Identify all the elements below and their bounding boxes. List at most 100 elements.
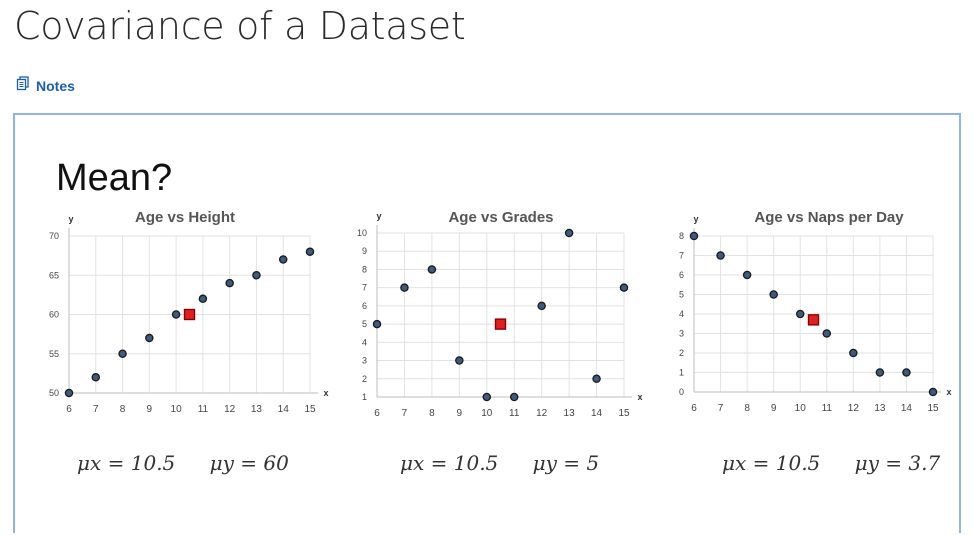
mean-x-label: μx = 10.5 bbox=[400, 451, 499, 475]
mean-formula-age-grades: μx = 10.5 μy = 5 bbox=[400, 451, 627, 475]
data-point bbox=[564, 228, 574, 238]
data-point bbox=[427, 265, 437, 274]
notes-document-icon bbox=[16, 76, 30, 96]
y-tick-label: 4 bbox=[679, 309, 684, 319]
y-tick-label: 10 bbox=[357, 228, 367, 238]
data-point bbox=[902, 368, 911, 377]
y-tick-label: 1 bbox=[362, 392, 367, 402]
data-point bbox=[795, 309, 805, 319]
chart-title: Age vs Naps per Day bbox=[754, 209, 904, 226]
x-tick-label: 11 bbox=[822, 403, 833, 414]
slide-frame: Mean? Age vs Height y x 6 7 8 9 10 11 12 13 14 15 50 5… bbox=[13, 113, 961, 533]
data-point bbox=[689, 231, 699, 241]
y-tick-label: 70 bbox=[49, 231, 59, 241]
y-tick-label: 3 bbox=[679, 329, 684, 339]
x-tick-label: 10 bbox=[171, 404, 183, 415]
data-point bbox=[455, 356, 464, 365]
y-tick-label: 1 bbox=[679, 368, 684, 378]
y-tick-label: 65 bbox=[49, 270, 59, 280]
data-point bbox=[619, 283, 629, 292]
y-tick-label: 8 bbox=[679, 231, 684, 241]
scatter-chart: Age vs Height y x 6 7 8 9 10 11 12 13 14 15 50 55 60 65 7… bbox=[49, 209, 329, 415]
x-tick-label: 14 bbox=[278, 404, 290, 415]
x-tick-label: 11 bbox=[198, 404, 209, 415]
data-point bbox=[822, 329, 832, 338]
y-tick-label: 8 bbox=[362, 264, 367, 274]
x-tick-label: 14 bbox=[901, 403, 913, 414]
notes-link[interactable]: Notes bbox=[16, 76, 75, 96]
x-tick-label: 11 bbox=[509, 408, 520, 419]
y-tick-label: 5 bbox=[679, 290, 684, 300]
y-tick-label: 4 bbox=[362, 337, 367, 347]
x-tick-label: 6 bbox=[691, 403, 697, 414]
x-tick-label: 15 bbox=[618, 408, 630, 419]
x-tick-label: 9 bbox=[147, 404, 153, 415]
notes-label: Notes bbox=[36, 78, 75, 94]
x-tick-label: 9 bbox=[457, 408, 463, 419]
x-axis-label: x bbox=[946, 387, 951, 397]
x-tick-label: 7 bbox=[402, 408, 408, 419]
x-tick-label: 6 bbox=[374, 408, 380, 419]
data-point bbox=[537, 301, 546, 311]
x-tick-label: 9 bbox=[771, 403, 777, 414]
y-tick-label: 9 bbox=[362, 246, 367, 256]
mean-marker bbox=[494, 318, 507, 330]
chart-title: Age vs Height bbox=[135, 209, 235, 226]
y-axis-label: y bbox=[68, 214, 73, 224]
data-point bbox=[769, 290, 778, 299]
y-tick-label: 7 bbox=[362, 283, 367, 293]
chart-title: Age vs Grades bbox=[448, 209, 553, 226]
page-title: Covariance of a Dataset bbox=[14, 4, 466, 48]
data-point bbox=[198, 294, 208, 304]
mean-y-label: μy = 60 bbox=[209, 451, 289, 475]
data-point bbox=[372, 319, 382, 329]
y-axis-label: y bbox=[693, 214, 698, 224]
data-point bbox=[509, 392, 519, 402]
x-tick-label: 13 bbox=[251, 404, 263, 415]
x-tick-label: 13 bbox=[564, 408, 576, 419]
data-point bbox=[118, 349, 127, 358]
x-tick-label: 8 bbox=[429, 408, 435, 419]
x-tick-label: 12 bbox=[536, 408, 548, 419]
x-tick-label: 15 bbox=[304, 404, 316, 415]
mean-formula-age-naps: μx = 10.5 μy = 3.7 bbox=[722, 451, 968, 475]
data-point bbox=[716, 251, 725, 260]
y-tick-label: 3 bbox=[362, 356, 367, 366]
x-tick-label: 10 bbox=[795, 403, 807, 414]
data-point bbox=[145, 333, 154, 343]
data-point bbox=[592, 374, 601, 384]
y-tick-label: 2 bbox=[679, 348, 684, 358]
y-tick-label: 6 bbox=[679, 270, 684, 280]
mean-x-label: μx = 10.5 bbox=[77, 451, 176, 475]
x-tick-label: 10 bbox=[481, 408, 493, 419]
x-tick-label: 15 bbox=[927, 403, 939, 414]
mean-y-label: μy = 5 bbox=[532, 451, 600, 475]
y-axis-label: y bbox=[376, 211, 381, 221]
data-point bbox=[875, 368, 885, 377]
x-tick-label: 7 bbox=[718, 403, 724, 414]
data-point bbox=[225, 278, 234, 288]
data-point bbox=[171, 310, 181, 319]
data-point bbox=[482, 392, 492, 402]
x-tick-label: 6 bbox=[66, 404, 72, 415]
x-tick-label: 13 bbox=[874, 403, 886, 414]
data-point bbox=[278, 255, 288, 264]
mean-y-label: μy = 3.7 bbox=[854, 451, 941, 475]
y-tick-label: 60 bbox=[49, 310, 59, 320]
y-tick-label: 55 bbox=[49, 349, 59, 359]
data-point bbox=[849, 348, 858, 358]
y-tick-label: 6 bbox=[362, 301, 367, 311]
y-tick-label: 0 bbox=[679, 387, 684, 397]
x-axis-label: x bbox=[637, 392, 642, 402]
y-tick-label: 7 bbox=[679, 251, 684, 261]
x-tick-label: 14 bbox=[591, 408, 603, 419]
data-point bbox=[64, 388, 74, 398]
y-tick-label: 5 bbox=[362, 319, 367, 329]
data-point bbox=[305, 247, 315, 256]
y-tick-label: 2 bbox=[362, 374, 367, 384]
y-tick-label: 50 bbox=[49, 388, 59, 398]
x-tick-label: 8 bbox=[120, 404, 126, 415]
